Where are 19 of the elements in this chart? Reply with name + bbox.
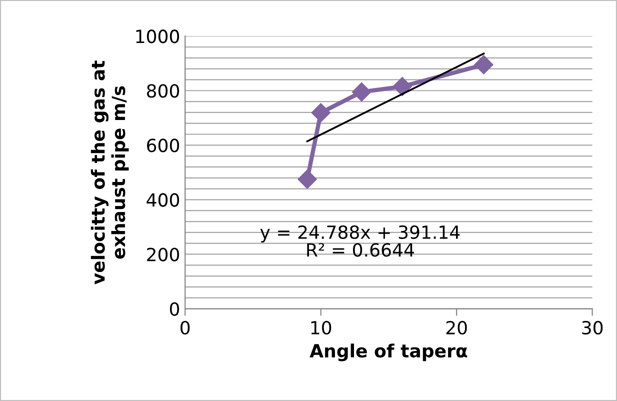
y-axis-title: velocitty of the gas at exhaust pipe m/s — [90, 60, 129, 284]
x-tick-label: 10 — [311, 320, 332, 335]
point — [352, 82, 372, 102]
annotation: y = 24.788x + 391.14 — [260, 225, 460, 243]
x-tick-label: 30 — [582, 320, 603, 335]
point — [298, 170, 317, 189]
point — [311, 103, 330, 122]
x-tick-label: 20 — [446, 320, 467, 335]
y-tick-label: 400 — [146, 193, 180, 207]
y-tick-label: 0 — [170, 302, 180, 316]
y-tick-label: 800 — [147, 84, 180, 98]
y-tick-label: 1000 — [136, 30, 180, 44]
x-axis-title: Angle of taperα — [310, 344, 468, 362]
y-tick-label: 200 — [147, 248, 180, 262]
point — [474, 55, 494, 74]
y-tick-label: 600 — [147, 138, 180, 152]
x-tick-label: 0 — [180, 320, 190, 335]
annotation: R² = 0.6644 — [307, 243, 414, 257]
point — [392, 77, 412, 96]
